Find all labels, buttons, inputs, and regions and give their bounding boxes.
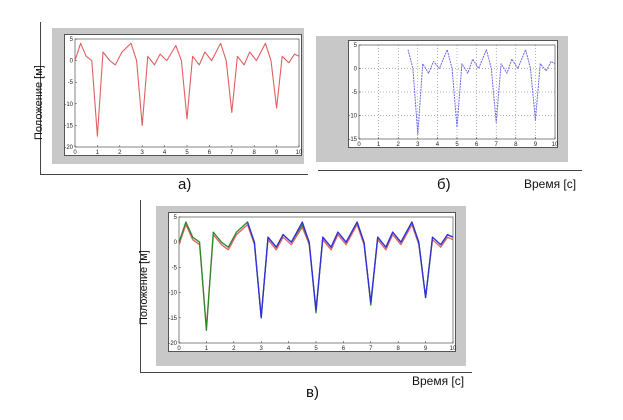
chart-b-y-tick-label: -10 xyxy=(348,114,357,120)
chart-a-x-axis-line xyxy=(40,174,308,175)
chart-b-svg: 0 1 2 3 4 5 6 7 8 9 10 5 0 -5 -10 -15 xyxy=(348,43,559,148)
chart-a-x-tick-label: 3 xyxy=(141,150,145,156)
chart-c-x-axis-label: Время [с] xyxy=(412,374,465,388)
chart-c-x-tick-label: 9 xyxy=(424,346,428,352)
chart-b-series-0-line xyxy=(407,49,556,135)
chart-a-x-tick-label: 9 xyxy=(275,150,279,156)
chart-c-x-tick-label: 5 xyxy=(314,346,318,352)
chart-a-x-tick-label: 8 xyxy=(253,150,257,156)
chart-c-x-tick-label: 4 xyxy=(287,346,291,352)
chart-a-y-tick-label: -10 xyxy=(64,102,73,108)
chart-a-x-tick-label: 0 xyxy=(73,150,77,156)
chart-a-y-tick-label: -5 xyxy=(68,80,74,86)
chart-c-x-tick-label: 10 xyxy=(450,346,457,352)
chart-c-y-tick-label: 0 xyxy=(174,240,178,246)
chart-b-x-axis-line xyxy=(318,170,582,171)
chart-c-series-1-line xyxy=(178,221,454,332)
chart-a-x-tick-label: 6 xyxy=(208,150,212,156)
chart-b-x-axis-label: Время [с] xyxy=(524,177,577,191)
chart-c-axes-box xyxy=(178,216,454,344)
chart-a-y-tick-label: 0 xyxy=(70,59,74,65)
chart-b-y-tick-label: -5 xyxy=(352,90,358,96)
chart-a-plot-area: 0 1 2 3 4 5 6 7 8 9 10 5 0 -5 -10 -15 -20 xyxy=(64,34,303,156)
chart-c-x-tick-label: 2 xyxy=(232,346,236,352)
chart-a-x-tick-label: 7 xyxy=(230,150,234,156)
chart-b-x-tick-label: 2 xyxy=(397,142,401,148)
chart-b-x-tick-label: 6 xyxy=(475,142,479,148)
chart-c-x-tick-label: 1 xyxy=(205,346,209,352)
chart-c-y-axis-label: Положение [м] xyxy=(138,250,150,325)
chart-c-y-tick-label: 5 xyxy=(174,215,178,221)
chart-b-y-tick-label: 0 xyxy=(354,67,358,73)
chart-c-x-tick-label: 7 xyxy=(369,346,373,352)
chart-c-y-axis-line xyxy=(140,200,141,372)
chart-c-x-axis-line xyxy=(140,372,472,373)
chart-b-x-tick-label: 0 xyxy=(357,142,361,148)
chart-b-plot-area: 0 1 2 3 4 5 6 7 8 9 10 5 0 -5 -10 -15 xyxy=(348,40,559,148)
chart-b-x-tick-label: 3 xyxy=(416,142,420,148)
chart-b-y-tick-label: 5 xyxy=(354,43,358,49)
chart-b-x-tick-label: 9 xyxy=(534,142,538,148)
chart-a-svg: 0 1 2 3 4 5 6 7 8 9 10 5 0 -5 -10 -15 -20 xyxy=(64,37,303,156)
chart-b-x-tick-label: 4 xyxy=(436,142,440,148)
chart-c-y-tick-label: -20 xyxy=(168,341,177,347)
chart-b-x-tick-label: 5 xyxy=(455,142,459,148)
panel-b-label: б) xyxy=(437,176,451,193)
chart-c-svg: 0 1 2 3 4 5 6 7 8 9 10 5 0 -5 -10 -15 -20 xyxy=(168,215,457,352)
chart-b-x-tick-label: 8 xyxy=(514,142,518,148)
chart-c-y-tick-label: -15 xyxy=(168,316,177,322)
chart-c-y-tick-label: -10 xyxy=(168,291,177,297)
chart-a-y-axis-label: Положение [м] xyxy=(33,65,45,140)
chart-a-y-tick-label: -15 xyxy=(64,123,73,129)
chart-c-x-tick-label: 6 xyxy=(342,346,346,352)
panel-c-label: в) xyxy=(306,384,319,401)
chart-a-series-0-line xyxy=(74,42,300,137)
chart-b-x-tick-label: 7 xyxy=(495,142,499,148)
chart-c-x-tick-label: 0 xyxy=(177,346,181,352)
chart-a-y-tick-label: -20 xyxy=(64,145,73,151)
chart-c-x-tick-label: 8 xyxy=(397,346,401,352)
chart-a-axes-box xyxy=(74,38,300,148)
chart-b-x-tick-label: 10 xyxy=(552,142,559,148)
chart-a-x-tick-label: 2 xyxy=(118,150,122,156)
chart-a-y-axis-line xyxy=(40,22,41,175)
chart-c-series-2-line xyxy=(246,221,454,319)
chart-b-y-tick-label: -15 xyxy=(348,137,357,143)
chart-b-x-tick-label: 1 xyxy=(377,142,381,148)
chart-c-x-tick-label: 3 xyxy=(260,346,264,352)
chart-c-plot-area: 0 1 2 3 4 5 6 7 8 9 10 5 0 -5 -10 -15 -20 xyxy=(168,212,457,352)
chart-a-x-tick-label: 1 xyxy=(96,150,100,156)
chart-a-x-tick-label: 10 xyxy=(296,150,303,156)
panel-a-label: а) xyxy=(178,176,192,193)
chart-a-x-tick-label: 5 xyxy=(185,150,189,156)
chart-c-y-tick-label: -5 xyxy=(172,265,178,271)
chart-a-y-tick-label: 5 xyxy=(70,37,74,43)
chart-a-x-tick-label: 4 xyxy=(163,150,167,156)
